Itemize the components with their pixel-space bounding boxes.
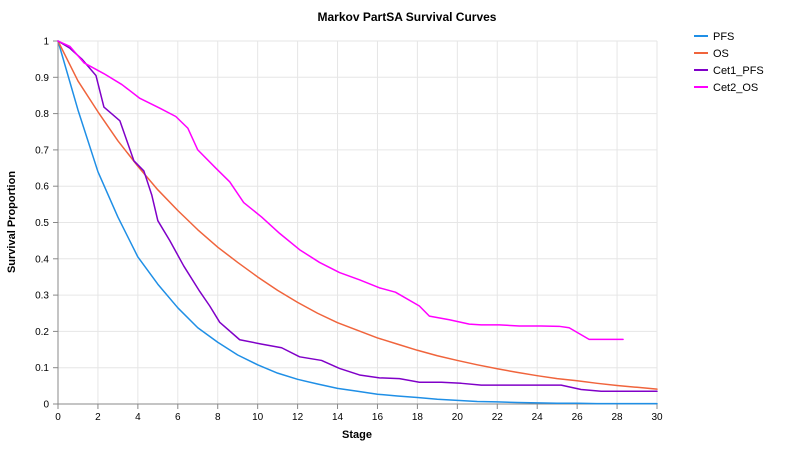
y-tick-label: 0.5 bbox=[35, 218, 49, 229]
series-line-pfs bbox=[57, 40, 658, 405]
series-line-os bbox=[57, 40, 658, 390]
x-tick-label: 2 bbox=[95, 412, 101, 423]
legend-label: OS bbox=[713, 48, 729, 60]
x-tick-label: 24 bbox=[532, 412, 544, 423]
x-tick-label: 28 bbox=[612, 412, 624, 423]
x-tick-label: 16 bbox=[372, 412, 384, 423]
y-tick-label: 0.4 bbox=[35, 254, 49, 265]
x-tick-label: 22 bbox=[492, 412, 504, 423]
y-tick-label: 0.8 bbox=[35, 109, 49, 120]
x-tick-label: 30 bbox=[651, 412, 663, 423]
x-tick-label: 8 bbox=[215, 412, 221, 423]
y-axis-title: Survival Proportion bbox=[6, 171, 18, 273]
x-tick-label: 12 bbox=[292, 412, 304, 423]
y-tick-label: 0.9 bbox=[35, 73, 49, 84]
x-tick-label: 0 bbox=[55, 412, 61, 423]
legend-label: Cet2_OS bbox=[713, 82, 758, 94]
y-tick-label: 0.1 bbox=[35, 363, 49, 374]
x-tick-label: 26 bbox=[572, 412, 584, 423]
series-line-cet1-pfs bbox=[57, 40, 658, 393]
y-tick-label: 0.7 bbox=[35, 145, 49, 156]
y-tick-label: 0 bbox=[43, 400, 49, 411]
y-tick-label: 0.3 bbox=[35, 291, 49, 302]
legend: PFS OS Cet1_PFS Cet2_OS bbox=[694, 31, 764, 94]
x-tick-label: 20 bbox=[452, 412, 464, 423]
y-tick-label: 1 bbox=[43, 37, 49, 48]
series-layer bbox=[57, 40, 658, 405]
grid-layer bbox=[57, 40, 658, 405]
x-tick-label: 14 bbox=[332, 412, 344, 423]
x-tick-label: 4 bbox=[135, 412, 141, 423]
legend-label: Cet1_PFS bbox=[713, 65, 764, 77]
x-tick-label: 18 bbox=[412, 412, 424, 423]
x-tick-label: 6 bbox=[175, 412, 181, 423]
chart-title: Markov PartSA Survival Curves bbox=[318, 10, 497, 24]
y-tick-label: 0.6 bbox=[35, 182, 49, 193]
x-axis-title: Stage bbox=[342, 429, 372, 441]
axes: 0 2 4 6 8 10 12 14 16 18 20 22 24 26 28 3000.10.20.30.4… bbox=[35, 37, 663, 424]
x-tick-label: 10 bbox=[252, 412, 264, 423]
series-line-cet2-os bbox=[57, 40, 624, 341]
legend-label: PFS bbox=[713, 31, 734, 43]
y-tick-label: 0.2 bbox=[35, 327, 49, 338]
